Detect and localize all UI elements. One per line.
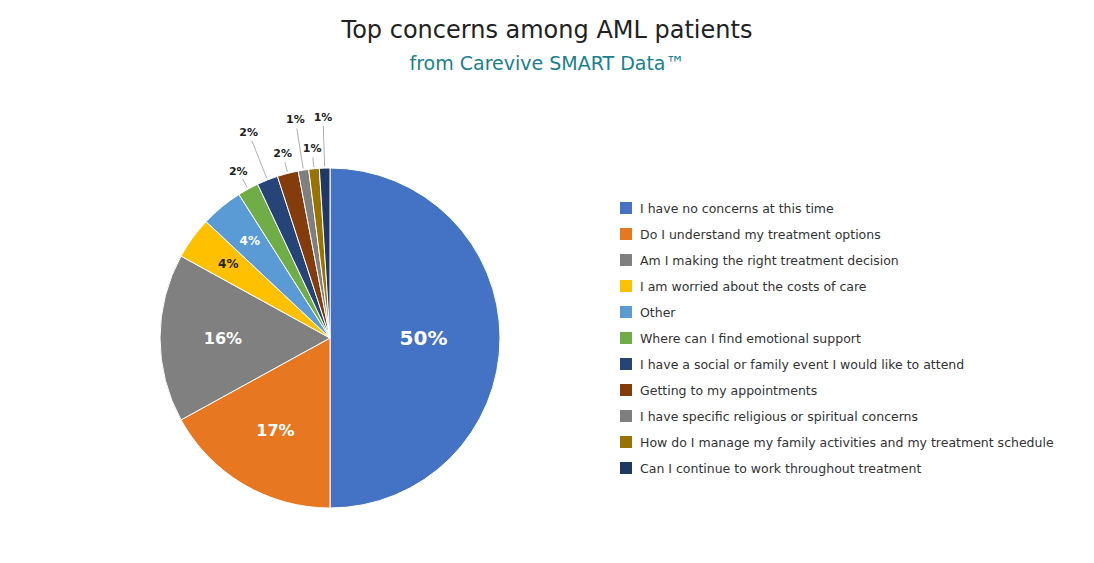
slices bbox=[160, 168, 500, 508]
legend: I have no concerns at this time Do I unde… bbox=[620, 201, 1054, 476]
leader-line bbox=[285, 162, 287, 171]
legend-label: I have a social or family event I would … bbox=[640, 357, 964, 372]
legend-label: I am worried about the costs of care bbox=[640, 279, 867, 294]
data-label: 2% bbox=[229, 165, 248, 178]
data-label: 4% bbox=[240, 234, 260, 248]
leader-line bbox=[252, 141, 267, 178]
legend-swatch bbox=[620, 462, 632, 474]
legend-swatch bbox=[620, 410, 632, 422]
legend-swatch bbox=[620, 332, 632, 344]
legend-label: Am I making the right treatment decision bbox=[640, 253, 899, 268]
legend-swatch bbox=[620, 280, 632, 292]
data-label: 2% bbox=[273, 147, 292, 160]
legend-label: Other bbox=[640, 305, 676, 320]
pie-slice bbox=[319, 168, 330, 338]
data-label: 1% bbox=[314, 111, 333, 124]
data-label: 1% bbox=[286, 113, 305, 126]
legend-label: Where can I find emotional support bbox=[640, 331, 861, 346]
data-label: 17% bbox=[256, 421, 294, 440]
legend-swatch bbox=[620, 254, 632, 266]
legend-swatch bbox=[620, 436, 632, 448]
data-label: 1% bbox=[303, 142, 322, 155]
legend-swatch bbox=[620, 228, 632, 240]
legend-swatch bbox=[620, 202, 632, 214]
data-label: 2% bbox=[239, 126, 258, 139]
chart: Top concerns among AML patients from Care… bbox=[0, 0, 1094, 563]
legend-swatch bbox=[620, 306, 632, 318]
pie-slice bbox=[330, 168, 500, 508]
legend-label: Can I continue to work throughout treatm… bbox=[640, 461, 921, 476]
legend-swatch bbox=[620, 384, 632, 396]
subtitle: from Carevive SMART Data™ bbox=[409, 52, 684, 74]
leader-line bbox=[243, 179, 248, 188]
legend-swatch bbox=[620, 358, 632, 370]
data-label: 4% bbox=[218, 257, 238, 271]
legend-label: Getting to my appointments bbox=[640, 383, 817, 398]
leader-line bbox=[323, 126, 324, 166]
data-label: 50% bbox=[400, 326, 448, 350]
data-label: 16% bbox=[204, 329, 242, 348]
legend-label: How do I manage my family activities and… bbox=[640, 435, 1054, 450]
data-labels: 50% 17% 16% 4%4% 2% 2% 2% 1% 1% 1% bbox=[204, 111, 448, 440]
legend-label: Do I understand my treatment options bbox=[640, 227, 881, 242]
leader-line bbox=[312, 157, 314, 167]
legend-label: I have specific religious or spiritual c… bbox=[640, 409, 918, 424]
title: Top concerns among AML patients bbox=[341, 16, 753, 44]
pie-slice bbox=[309, 168, 330, 338]
legend-label: I have no concerns at this time bbox=[640, 201, 834, 216]
